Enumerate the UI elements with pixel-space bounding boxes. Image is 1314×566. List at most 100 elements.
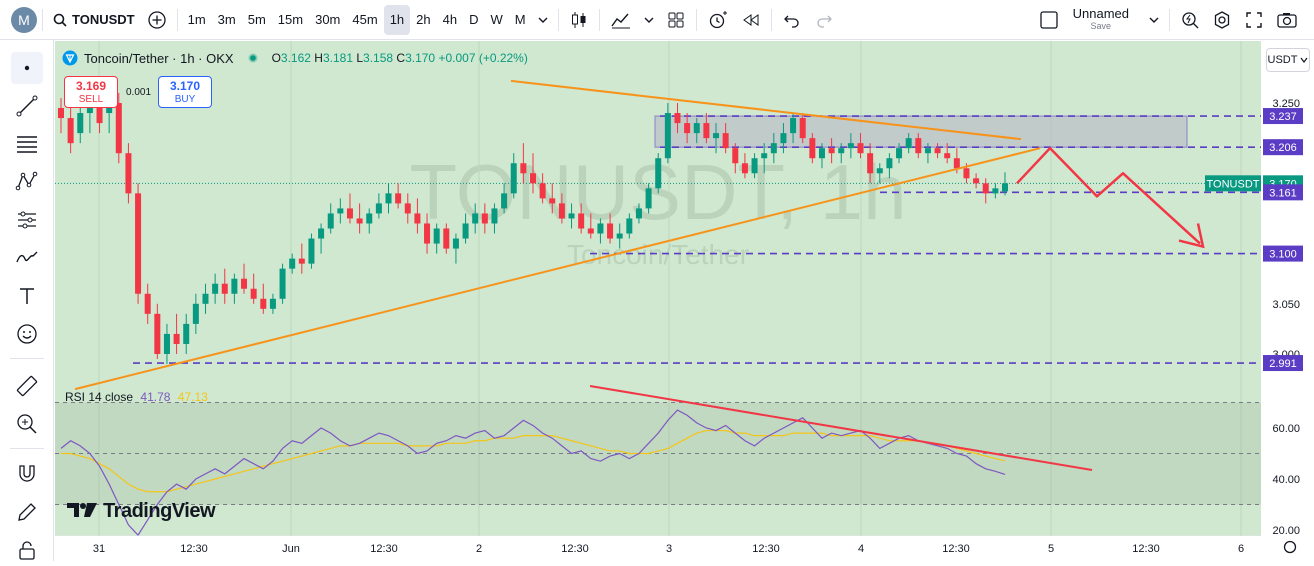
- user-avatar[interactable]: M: [10, 5, 38, 35]
- candle-body: [86, 103, 93, 114]
- time-tick-label: 12:30: [370, 543, 398, 555]
- candle-body: [202, 293, 209, 304]
- time-tick-label: 5: [1048, 543, 1054, 555]
- text-icon: [20, 288, 34, 304]
- brush-tool[interactable]: [11, 242, 43, 274]
- candle-body: [732, 148, 739, 164]
- currency-button[interactable]: USDT: [1266, 48, 1310, 72]
- buy-button[interactable]: 3.170 BUY: [158, 76, 212, 108]
- zoom-tool[interactable]: [11, 408, 43, 440]
- alert-button[interactable]: [701, 5, 735, 35]
- rsi-tick-label: 60.00: [1272, 423, 1300, 435]
- price-tag: [1263, 184, 1303, 201]
- timeframe-d[interactable]: D: [469, 12, 479, 27]
- candle-body: [741, 163, 748, 174]
- redo-button[interactable]: [808, 5, 840, 35]
- pattern-tool[interactable]: [11, 166, 43, 198]
- timeframe-5m[interactable]: 5m: [247, 12, 266, 27]
- candle-body: [269, 298, 276, 309]
- layout-menu-button[interactable]: Unnamed Save: [1033, 5, 1165, 35]
- rsi-legend[interactable]: RSI 14 close 41.78 47.13: [65, 390, 208, 404]
- candle-body: [183, 323, 190, 344]
- timeframe-1m[interactable]: 1m: [187, 12, 206, 27]
- forecast-icon: [18, 211, 36, 229]
- fullscreen-button[interactable]: [1238, 5, 1270, 35]
- time-tick-label: 12:30: [942, 543, 970, 555]
- time-tick-label: 3: [666, 543, 672, 555]
- timeframe-m[interactable]: M: [514, 12, 526, 27]
- candle-body: [308, 238, 315, 264]
- candle-body: [867, 153, 874, 174]
- timeframe-1h[interactable]: 1h: [383, 4, 411, 35]
- candle-body: [115, 103, 122, 154]
- forecast-arrowhead: [1178, 223, 1205, 249]
- sell-button[interactable]: 3.169 SELL: [64, 76, 118, 108]
- timeframe-45m[interactable]: 45m: [352, 12, 378, 27]
- magnet-tool[interactable]: [11, 458, 43, 490]
- timeframe-2h[interactable]: 2h: [416, 12, 431, 27]
- candle-body: [655, 158, 662, 189]
- rsi-line: [60, 409, 1006, 537]
- undo-button[interactable]: [776, 5, 808, 35]
- chart-pane[interactable]: TONUSDT, 1h Toncoin/Tether 31 12:30 Jun 12:30…: [55, 41, 1261, 561]
- crosshair-tool[interactable]: [11, 52, 43, 84]
- symbol-search-button[interactable]: TONUSDT: [47, 5, 141, 35]
- candle-body: [472, 213, 479, 224]
- candle-body: [616, 233, 623, 239]
- brush-wave-icon: [16, 251, 38, 263]
- time-tick-label: Jun: [282, 543, 300, 555]
- timeframe-dropdown[interactable]: [532, 5, 554, 35]
- time-tick-label: 12:30: [561, 543, 589, 555]
- candle-body: [67, 118, 74, 144]
- replay-button[interactable]: [735, 5, 767, 35]
- timeframe-4h[interactable]: 4h: [442, 12, 458, 27]
- chevron-down-icon: [1149, 17, 1159, 23]
- fib-tool[interactable]: [11, 128, 43, 160]
- settings-button[interactable]: [1206, 5, 1238, 35]
- divider: [695, 8, 697, 31]
- time-tick-label: 6: [1238, 543, 1244, 555]
- trendline-tool[interactable]: [11, 90, 43, 122]
- dot-icon: [24, 65, 30, 71]
- candle-body: [192, 303, 199, 324]
- emoji-tool[interactable]: [11, 318, 43, 350]
- layouts-button[interactable]: [660, 5, 692, 35]
- compare-symbol-button[interactable]: [141, 5, 173, 35]
- candle-body: [587, 228, 594, 234]
- price-tag-label: 3.100: [1269, 249, 1297, 261]
- timeframe-w[interactable]: W: [490, 12, 503, 27]
- timeframe-group: 1m 3m 5m 15m 30m 45m 1h 2h 4h D W M: [182, 4, 532, 35]
- price-axis[interactable]: 3.250 3.050 3.000 3.237 3.206 3.170 3.161 3.100…: [1261, 41, 1314, 561]
- draw-mode-tool[interactable]: [11, 496, 43, 528]
- snapshot-button[interactable]: [1270, 5, 1304, 35]
- candle-body: [568, 213, 575, 219]
- forecast-tool[interactable]: [11, 204, 43, 236]
- measure-tool[interactable]: [11, 370, 43, 402]
- timeframe-30m[interactable]: 30m: [315, 12, 341, 27]
- lock-tool[interactable]: [11, 534, 43, 566]
- candle-body: [838, 148, 845, 154]
- candle-body: [722, 133, 729, 149]
- axis-settings-icon: [1283, 540, 1297, 554]
- time-axis-bg: [55, 536, 1261, 561]
- candle-body: [221, 283, 228, 294]
- candle-body: [944, 153, 951, 159]
- timeframe-15m[interactable]: 15m: [277, 12, 304, 27]
- fib-retracement-icon: [17, 136, 37, 153]
- candle-body: [462, 223, 469, 239]
- chart-type-button[interactable]: [563, 5, 595, 35]
- candle-body: [790, 118, 797, 134]
- candle-body: [154, 313, 161, 354]
- quick-search-button[interactable]: [1174, 5, 1206, 35]
- indicators-button[interactable]: [604, 5, 638, 35]
- text-tool[interactable]: [11, 280, 43, 312]
- timeframe-3m[interactable]: 3m: [217, 12, 236, 27]
- legend-title[interactable]: Toncoin/Tether · 1h · OKX: [84, 50, 234, 66]
- chevron-down-icon: [644, 17, 654, 23]
- price-tag-label: 3.237: [1269, 111, 1297, 123]
- indicators-dropdown[interactable]: [638, 5, 660, 35]
- camera-icon: [1277, 12, 1297, 28]
- candle-body: [58, 108, 64, 119]
- status-dot-icon: [248, 53, 258, 63]
